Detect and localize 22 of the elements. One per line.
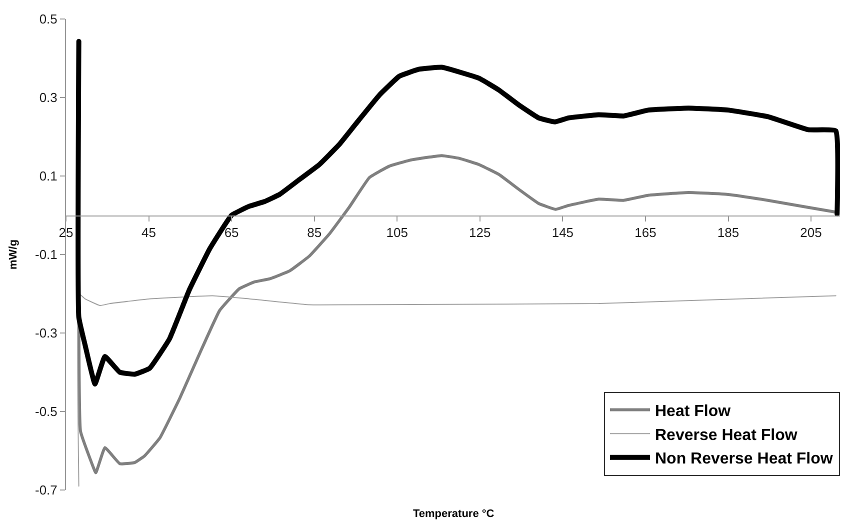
legend-label: Heat Flow bbox=[655, 403, 732, 420]
x-axis-title: Temperature °C bbox=[413, 508, 494, 520]
legend-label: Reverse Heat Flow bbox=[655, 426, 798, 444]
y-tick-label: -0.1 bbox=[34, 247, 58, 262]
x-tick-label: 125 bbox=[469, 224, 491, 240]
x-tick-label: 25 bbox=[58, 224, 74, 240]
x-tick-label: 205 bbox=[800, 224, 822, 240]
x-tick-label: 105 bbox=[386, 224, 408, 240]
y-tick-label: -0.5 bbox=[34, 404, 58, 420]
x-tick-label: 185 bbox=[717, 224, 740, 240]
y-tick-label: 0.3 bbox=[39, 90, 58, 106]
legend-label: Non Reverse Heat Flow bbox=[655, 450, 834, 468]
y-tick-label: 0.1 bbox=[39, 168, 58, 184]
x-tick-label: 45 bbox=[142, 224, 156, 240]
y-tick-label: 0.5 bbox=[39, 12, 58, 27]
x-tick-label: 65 bbox=[224, 224, 239, 240]
y-axis-title: mW/g bbox=[8, 240, 20, 270]
x-tick-label: 145 bbox=[552, 224, 574, 240]
x-tick-label: 85 bbox=[307, 224, 322, 240]
y-tick-label: -0.7 bbox=[34, 482, 58, 498]
y-tick-label: -0.3 bbox=[34, 326, 58, 341]
x-tick-label: 165 bbox=[634, 224, 656, 240]
